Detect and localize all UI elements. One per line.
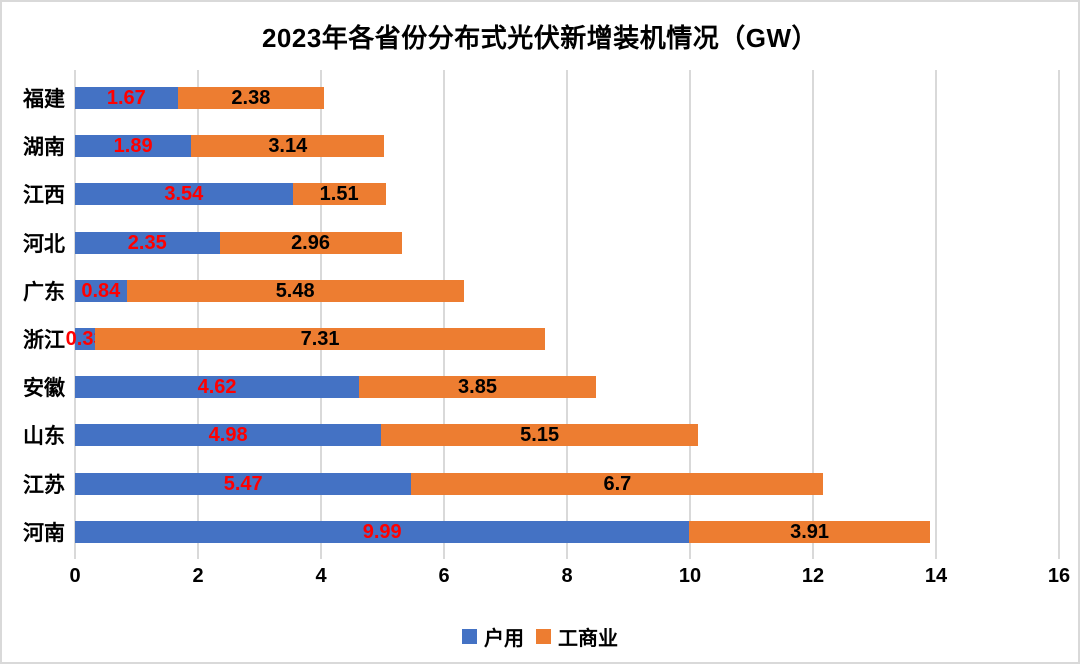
bar-segment-household: 5.47 bbox=[75, 472, 412, 495]
category-label: 河北 bbox=[23, 232, 65, 256]
bar-segment-household: 9.99 bbox=[75, 520, 690, 543]
bar-value-label: 2.35 bbox=[127, 231, 167, 254]
category-label: 河南 bbox=[23, 521, 65, 545]
bar-row: 河北 2.35 2.96 bbox=[23, 231, 1059, 256]
bar-row: 福建 1.67 2.38 bbox=[23, 87, 1059, 111]
bar-value-label: 7.31 bbox=[300, 328, 340, 350]
x-tick-label: 6 bbox=[438, 565, 450, 587]
gridline bbox=[689, 70, 691, 559]
bar-segment-commercial: 2.96 bbox=[219, 231, 402, 254]
bar-row: 河南 9.99 3.91 bbox=[23, 520, 1059, 545]
bar-value-label: 4.62 bbox=[197, 376, 237, 399]
bar-value-label: 1.51 bbox=[319, 183, 359, 206]
bar-value-label: 3.85 bbox=[458, 376, 497, 399]
bar-segment-commercial: 6.7 bbox=[411, 472, 824, 495]
bar-value-label: 5.48 bbox=[275, 279, 315, 302]
bar-segment-commercial: 1.51 bbox=[292, 183, 386, 206]
bar-value-label: 2.96 bbox=[291, 231, 330, 254]
bar-value-label: 1.67 bbox=[106, 87, 146, 109]
bar-segment-household: 1.67 bbox=[75, 87, 178, 109]
bar-segment-commercial: 2.38 bbox=[177, 87, 325, 109]
gridline bbox=[812, 70, 814, 559]
x-tick-label: 4 bbox=[315, 565, 327, 587]
bar-value-label: 0.84 bbox=[81, 279, 121, 302]
bar-segment-household: 4.62 bbox=[75, 376, 360, 399]
legend-swatch bbox=[536, 629, 551, 644]
x-axis: 0 2 4 6 8 10 12 14 16 bbox=[69, 565, 1070, 593]
x-tick-label: 0 bbox=[69, 565, 81, 587]
gridline bbox=[935, 70, 937, 559]
legend-item: 户用 bbox=[462, 622, 524, 651]
bar-value-label: 9.99 bbox=[362, 520, 402, 543]
bar-segment-household: 0.33 bbox=[66, 328, 105, 350]
x-tick-label: 12 bbox=[801, 565, 825, 587]
bar-row: 安徽 4.62 3.85 bbox=[23, 376, 1059, 400]
gridline bbox=[197, 70, 199, 559]
bar-value-label: 5.15 bbox=[520, 424, 560, 447]
bar-value-label: 4.98 bbox=[208, 424, 248, 447]
bar-segment-household: 3.54 bbox=[75, 183, 293, 206]
bar-segment-commercial: 5.48 bbox=[126, 279, 464, 302]
legend-swatch bbox=[462, 629, 477, 644]
bar-value-label: 5.47 bbox=[223, 472, 263, 495]
category-label: 福建 bbox=[23, 88, 65, 111]
bar-segment-household: 0.84 bbox=[75, 279, 127, 302]
legend-label: 工商业 bbox=[558, 628, 618, 650]
category-label: 江西 bbox=[23, 184, 65, 208]
x-tick-label: 16 bbox=[1047, 565, 1071, 587]
gridline bbox=[320, 70, 322, 559]
bar-value-label: 1.89 bbox=[113, 135, 153, 158]
category-label: 湖南 bbox=[23, 136, 65, 160]
legend: 户用 工商业 bbox=[2, 622, 1078, 651]
legend-item: 工商业 bbox=[536, 622, 618, 651]
category-label: 山东 bbox=[23, 425, 65, 449]
bar-segment-household: 4.98 bbox=[75, 424, 382, 447]
x-tick-label: 2 bbox=[192, 565, 204, 587]
bar-value-label: 6.7 bbox=[603, 472, 632, 495]
category-label: 安徽 bbox=[23, 377, 65, 401]
bar-row: 浙江 0.33 7.31 bbox=[23, 328, 1059, 352]
x-tick-label: 10 bbox=[678, 565, 702, 587]
bar-segment-commercial: 7.31 bbox=[95, 328, 545, 350]
bar-value-label: 3.91 bbox=[790, 520, 830, 543]
bar-value-label: 2.38 bbox=[231, 87, 271, 109]
bar-value-label: 0.33 bbox=[65, 328, 105, 350]
bar-segment-household: 2.35 bbox=[75, 231, 220, 254]
bar-segment-commercial: 3.85 bbox=[359, 376, 596, 399]
x-tick-label: 8 bbox=[561, 565, 573, 587]
gridline bbox=[1058, 70, 1060, 559]
bar-segment-commercial: 5.15 bbox=[381, 424, 698, 447]
bar-segment-commercial: 3.91 bbox=[689, 520, 930, 543]
bar-row: 江西 3.54 1.51 bbox=[23, 183, 1059, 207]
gridline bbox=[566, 70, 568, 559]
bar-row: 山东 4.98 5.15 bbox=[23, 424, 1059, 448]
category-label: 广东 bbox=[23, 280, 65, 304]
bar-value-label: 3.54 bbox=[164, 183, 204, 206]
bar-segment-household: 1.89 bbox=[75, 135, 192, 158]
category-label: 江苏 bbox=[23, 473, 65, 497]
chart-title: 2023年各省份分布式光伏新增装机情况（GW） bbox=[261, 23, 819, 53]
x-tick-label: 14 bbox=[924, 565, 948, 587]
bar-segment-commercial: 3.14 bbox=[191, 135, 385, 158]
gridline bbox=[74, 70, 76, 559]
bar-value-label: 3.14 bbox=[268, 135, 308, 158]
legend-label: 户用 bbox=[484, 628, 524, 650]
gridline bbox=[443, 70, 445, 559]
plot-area: 福建 1.67 2.38 湖南 1.89 3.14 江西 3.54 1.51 河北 2.35 2.96… bbox=[23, 70, 1060, 559]
bar-row: 江苏 5.47 6.7 bbox=[23, 472, 1059, 497]
bar-row: 湖南 1.89 3.14 bbox=[23, 135, 1059, 159]
category-label: 浙江 bbox=[23, 329, 65, 352]
bar-row: 广东 0.84 5.48 bbox=[23, 279, 1059, 304]
